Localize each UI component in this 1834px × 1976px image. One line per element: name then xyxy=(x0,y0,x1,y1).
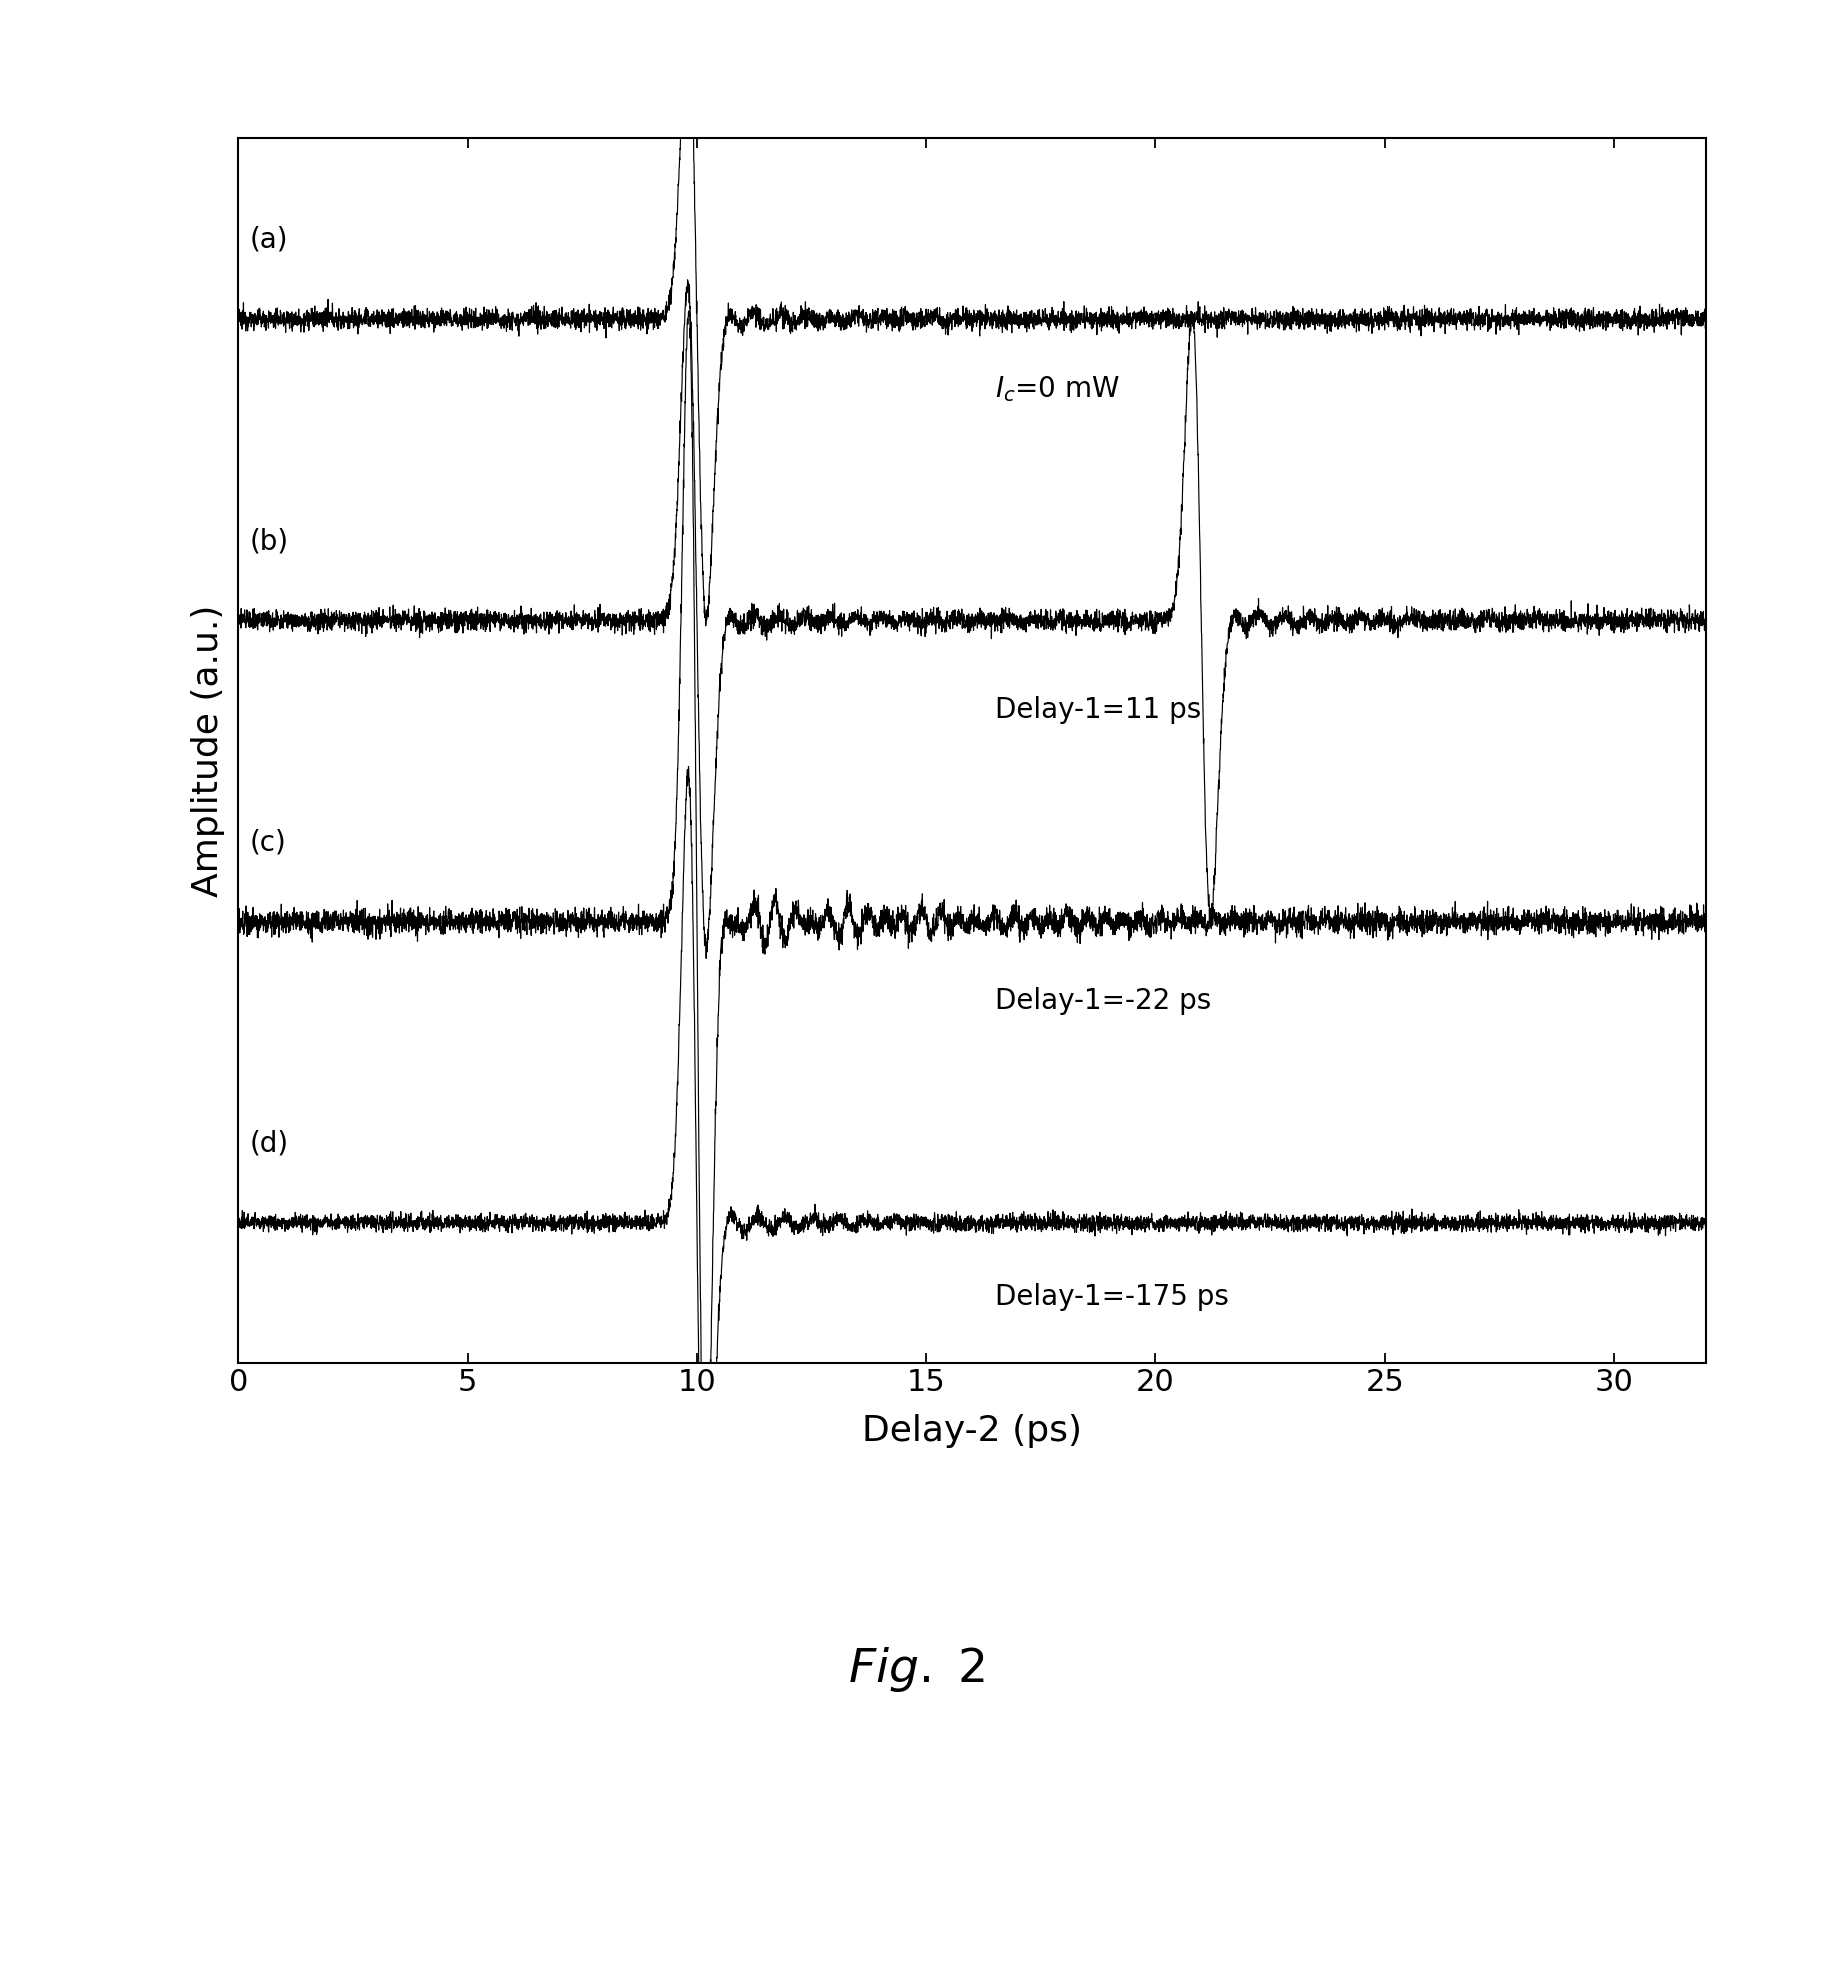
Text: Delay-1=-22 ps: Delay-1=-22 ps xyxy=(994,986,1210,1016)
Text: (d): (d) xyxy=(249,1130,290,1158)
Text: Delay-1=-175 ps: Delay-1=-175 ps xyxy=(994,1282,1229,1312)
Text: $\mathit{Fig.\ 2}$: $\mathit{Fig.\ 2}$ xyxy=(849,1646,985,1693)
Text: (a): (a) xyxy=(249,225,288,253)
Text: (b): (b) xyxy=(249,528,290,555)
X-axis label: Delay-2 (ps): Delay-2 (ps) xyxy=(862,1415,1082,1448)
Text: $I_c$=0 mW: $I_c$=0 mW xyxy=(994,373,1121,405)
Y-axis label: Amplitude (a.u.): Amplitude (a.u.) xyxy=(191,605,224,897)
Text: Delay-1=11 ps: Delay-1=11 ps xyxy=(994,696,1201,723)
Text: (c): (c) xyxy=(249,828,286,856)
